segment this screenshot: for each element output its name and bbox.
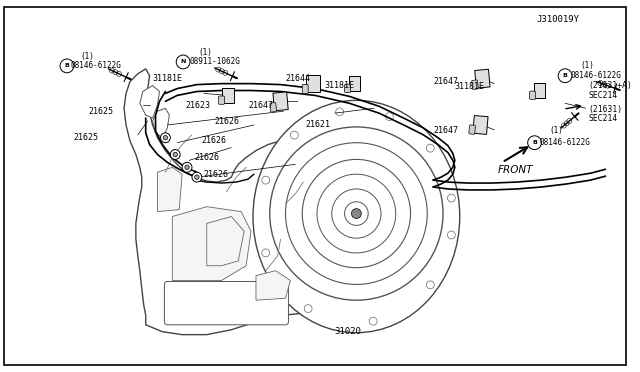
Text: 08146-6122G: 08146-6122G — [571, 71, 622, 80]
Circle shape — [385, 113, 394, 121]
Circle shape — [185, 165, 189, 170]
Text: 21644: 21644 — [285, 74, 310, 83]
FancyBboxPatch shape — [270, 103, 276, 112]
Circle shape — [182, 162, 192, 172]
Bar — [475, 69, 490, 88]
FancyBboxPatch shape — [164, 282, 289, 325]
Bar — [349, 76, 360, 92]
Circle shape — [163, 135, 168, 140]
Text: 21647: 21647 — [433, 77, 458, 86]
Bar — [223, 87, 234, 103]
Circle shape — [351, 209, 362, 218]
Text: 21647: 21647 — [433, 126, 458, 135]
Text: 21623: 21623 — [185, 101, 210, 110]
FancyBboxPatch shape — [469, 125, 476, 134]
Text: B: B — [532, 140, 537, 145]
Text: (1): (1) — [581, 61, 595, 70]
Ellipse shape — [253, 100, 460, 333]
Text: (1): (1) — [81, 52, 95, 61]
Text: 21626: 21626 — [204, 170, 228, 179]
Text: 21626: 21626 — [214, 116, 239, 125]
Text: 08146-6122G: 08146-6122G — [540, 138, 590, 147]
FancyBboxPatch shape — [302, 84, 308, 93]
Text: 31181E: 31181E — [455, 82, 485, 91]
Polygon shape — [124, 69, 419, 335]
Polygon shape — [256, 271, 291, 300]
Polygon shape — [157, 167, 182, 212]
Bar — [534, 83, 545, 98]
Text: N: N — [180, 60, 186, 64]
FancyBboxPatch shape — [530, 91, 536, 99]
FancyBboxPatch shape — [472, 80, 478, 89]
Circle shape — [426, 281, 434, 289]
Bar — [273, 92, 288, 111]
Text: 08146-6122G: 08146-6122G — [71, 61, 122, 70]
Text: FRONT: FRONT — [498, 165, 534, 175]
Circle shape — [369, 317, 377, 325]
Text: 21625: 21625 — [88, 107, 114, 116]
Circle shape — [447, 194, 455, 202]
Text: (21631): (21631) — [589, 105, 623, 114]
Text: B: B — [65, 63, 69, 68]
FancyBboxPatch shape — [218, 96, 225, 104]
Polygon shape — [172, 207, 251, 280]
Text: B: B — [563, 73, 568, 78]
Text: 21626: 21626 — [202, 136, 227, 145]
Text: J310019Y: J310019Y — [536, 15, 580, 24]
Circle shape — [262, 176, 269, 184]
Circle shape — [336, 108, 344, 116]
Circle shape — [527, 136, 541, 150]
Circle shape — [170, 150, 180, 160]
Text: 08911-1062G: 08911-1062G — [189, 57, 240, 67]
Text: 31181E: 31181E — [325, 81, 355, 90]
Circle shape — [426, 144, 434, 152]
Bar — [473, 116, 488, 134]
Text: SEC214: SEC214 — [589, 113, 618, 122]
Text: (1): (1) — [549, 126, 563, 135]
Circle shape — [161, 133, 170, 143]
Circle shape — [304, 305, 312, 312]
Circle shape — [192, 172, 202, 182]
Text: (21631+A): (21631+A) — [589, 81, 632, 90]
Polygon shape — [207, 217, 244, 266]
Text: 31020: 31020 — [335, 327, 362, 336]
Circle shape — [60, 59, 74, 73]
Polygon shape — [140, 86, 159, 118]
Polygon shape — [152, 108, 170, 138]
Circle shape — [291, 131, 298, 139]
Circle shape — [558, 69, 572, 83]
Circle shape — [195, 175, 199, 179]
Text: 21625: 21625 — [74, 133, 99, 142]
Circle shape — [447, 231, 455, 239]
Bar — [306, 75, 320, 93]
Text: 31181E: 31181E — [152, 74, 182, 83]
Text: 21621: 21621 — [305, 121, 330, 129]
Text: (1): (1) — [199, 48, 212, 57]
Circle shape — [173, 152, 177, 157]
FancyBboxPatch shape — [344, 84, 351, 93]
Text: 21626: 21626 — [195, 153, 220, 162]
Circle shape — [176, 55, 190, 69]
Text: SEC214: SEC214 — [589, 91, 618, 100]
Circle shape — [262, 249, 269, 257]
Text: 21647: 21647 — [248, 101, 273, 110]
